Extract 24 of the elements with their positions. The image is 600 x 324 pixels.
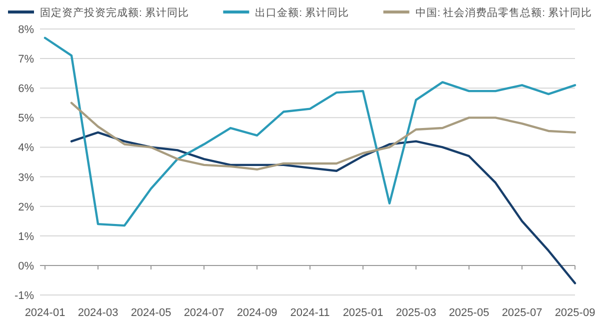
x-tick-label: 2024-05 <box>130 307 172 319</box>
y-tick-label: 8% <box>18 24 34 36</box>
legend-label: 固定资产投资完成额: 累计同比 <box>40 6 189 19</box>
x-tick-label: 2024-09 <box>236 307 278 319</box>
y-tick-label: 6% <box>18 83 34 96</box>
legend-label: 出口金额: 累计同比 <box>255 6 350 19</box>
legend-label: 中国: 社会消费品零售总额: 累计同比 <box>415 6 592 19</box>
y-tick-label: -1% <box>14 290 34 302</box>
y-tick-label: 4% <box>18 142 34 154</box>
x-tick-label: 2024-01 <box>24 307 66 319</box>
y-tick-label: 5% <box>18 112 34 125</box>
y-tick-label: 1% <box>18 230 34 243</box>
y-tick-label: 7% <box>18 54 34 66</box>
x-tick-label: 2025-01 <box>342 307 384 319</box>
x-tick-label: 2025-05 <box>448 307 490 319</box>
x-tick-label: 2024-07 <box>184 307 224 319</box>
x-tick-label: 2024-11 <box>290 307 330 319</box>
x-tick-label: 2025-03 <box>396 307 436 319</box>
y-tick-label: 0% <box>18 260 34 272</box>
x-tick-label: 2025-09 <box>554 307 596 319</box>
x-tick-label: 2025-07 <box>502 307 542 319</box>
y-tick-label: 2% <box>18 201 34 214</box>
x-tick-label: 2024-03 <box>78 307 118 319</box>
y-tick-label: 3% <box>18 172 34 184</box>
